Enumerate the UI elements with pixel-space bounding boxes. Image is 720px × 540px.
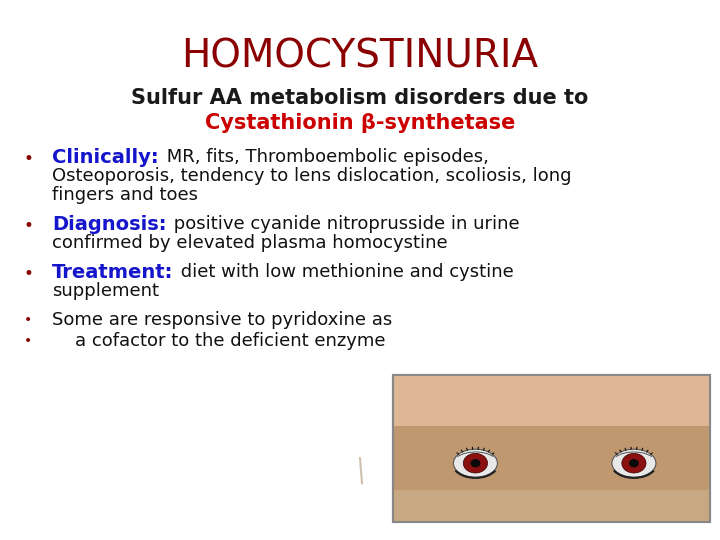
Bar bbox=[393, 375, 710, 522]
Bar bbox=[393, 427, 710, 492]
Text: a cofactor to the deficient enzyme: a cofactor to the deficient enzyme bbox=[52, 332, 385, 350]
Text: •: • bbox=[23, 217, 33, 235]
Text: •: • bbox=[23, 150, 33, 168]
Text: Cystathionin β-synthetase: Cystathionin β-synthetase bbox=[204, 113, 516, 133]
Text: diet with low methionine and cystine: diet with low methionine and cystine bbox=[176, 263, 514, 281]
Text: Diagnosis:: Diagnosis: bbox=[52, 215, 166, 234]
Ellipse shape bbox=[454, 449, 498, 477]
Text: confirmed by elevated plasma homocystine: confirmed by elevated plasma homocystine bbox=[52, 234, 448, 252]
Bar bbox=[393, 375, 710, 522]
Text: Clinically:: Clinically: bbox=[52, 148, 158, 167]
Ellipse shape bbox=[629, 459, 639, 468]
Ellipse shape bbox=[470, 459, 480, 468]
Text: positive cyanide nitroprusside in urine: positive cyanide nitroprusside in urine bbox=[168, 215, 520, 233]
Text: HOMOCYSTINURIA: HOMOCYSTINURIA bbox=[181, 38, 539, 76]
Text: •: • bbox=[23, 265, 33, 283]
Text: Sulfur AA metabolism disorders due to: Sulfur AA metabolism disorders due to bbox=[131, 88, 589, 108]
Text: •: • bbox=[24, 313, 32, 327]
Text: Osteoporosis, tendency to lens dislocation, scoliosis, long: Osteoporosis, tendency to lens dislocati… bbox=[52, 167, 572, 185]
Ellipse shape bbox=[622, 454, 646, 473]
Bar bbox=[393, 490, 710, 522]
Text: Treatment:: Treatment: bbox=[52, 263, 174, 282]
Text: supplement: supplement bbox=[52, 282, 159, 300]
Text: Some are responsive to pyridoxine as: Some are responsive to pyridoxine as bbox=[52, 311, 392, 329]
Text: fingers and toes: fingers and toes bbox=[52, 186, 198, 204]
Bar bbox=[393, 375, 710, 431]
Text: •: • bbox=[24, 334, 32, 348]
Text: MR, fits, Thromboembolic episodes,: MR, fits, Thromboembolic episodes, bbox=[161, 148, 488, 166]
Ellipse shape bbox=[464, 454, 487, 473]
Ellipse shape bbox=[612, 449, 656, 477]
